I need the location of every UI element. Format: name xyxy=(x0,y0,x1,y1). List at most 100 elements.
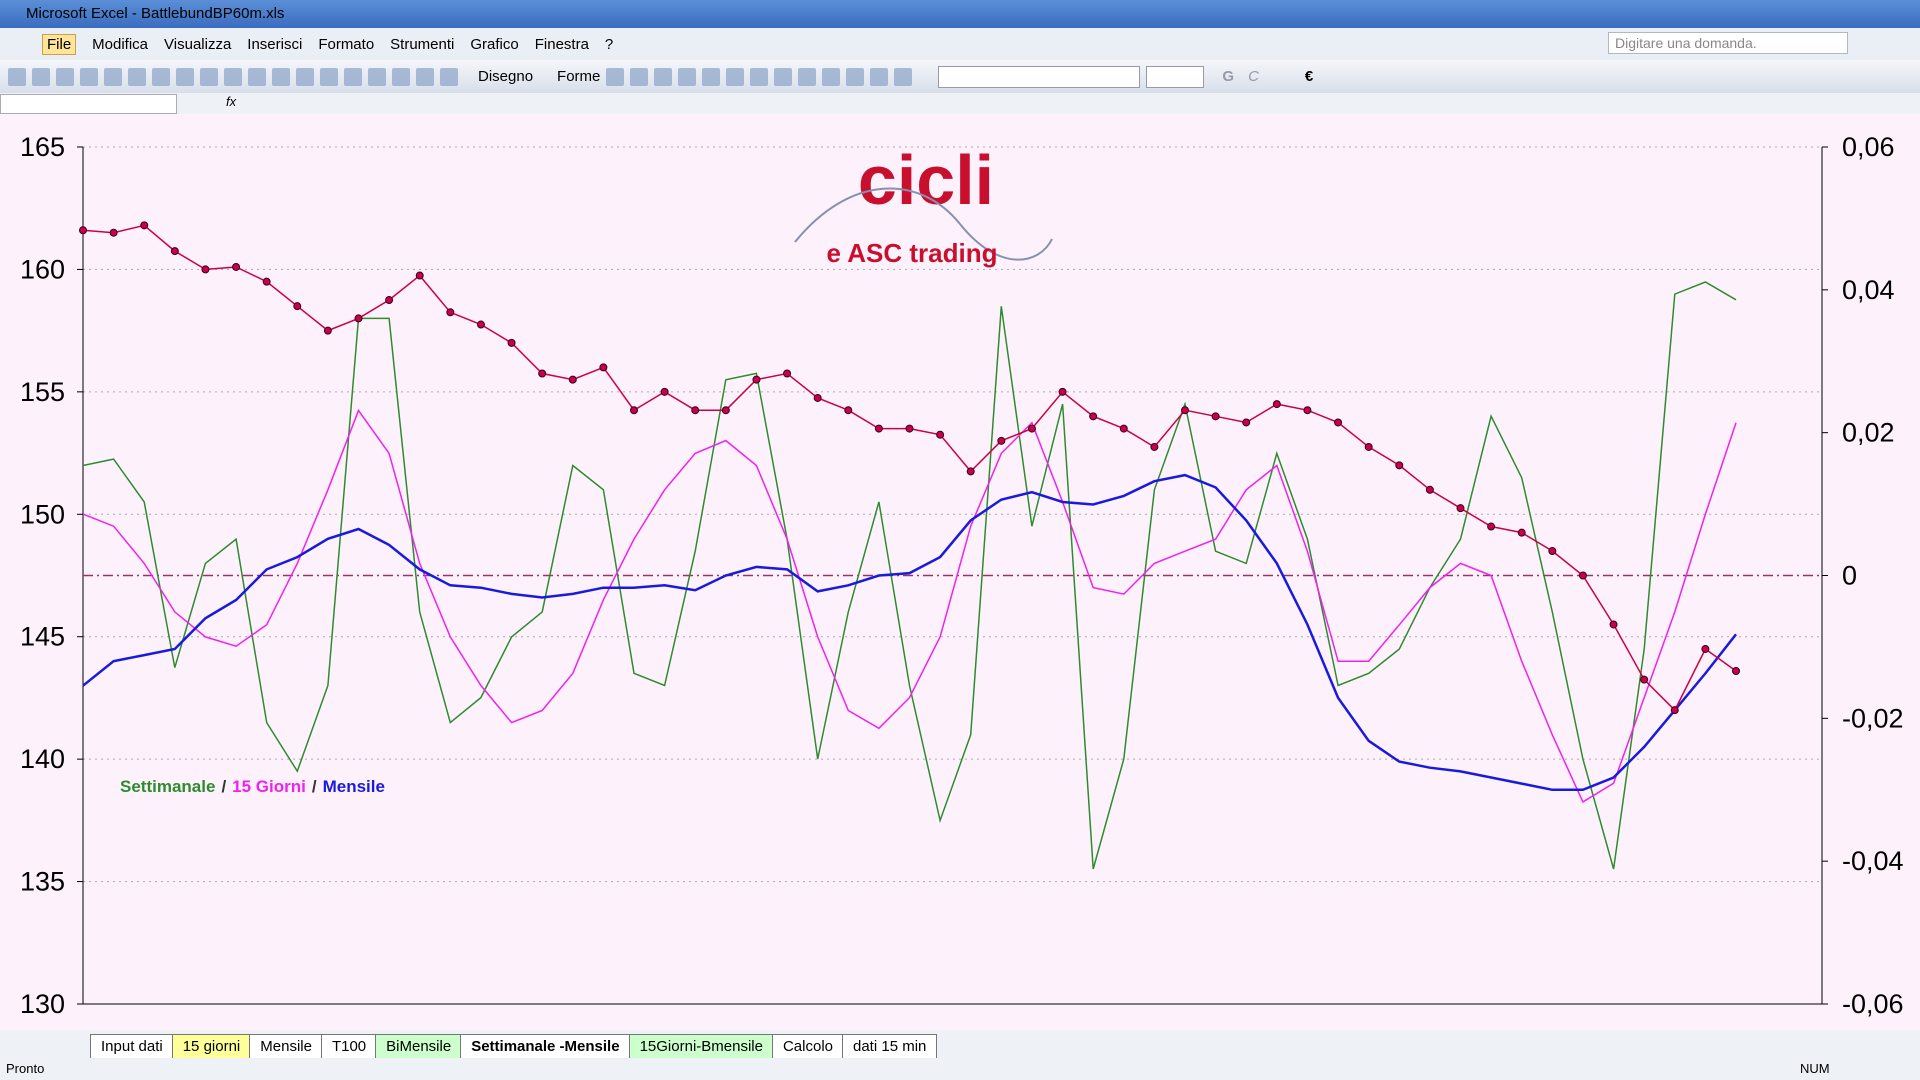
sheet-tab[interactable]: T100 xyxy=(320,1034,378,1058)
icon[interactable] xyxy=(774,67,793,86)
logo-subtitle: e ASC trading xyxy=(827,238,998,268)
help-box[interactable]: Digitare una domanda. xyxy=(1608,32,1848,54)
icon[interactable] xyxy=(846,67,865,86)
sheet-tab[interactable]: Mensile xyxy=(249,1034,323,1058)
fx-button[interactable]: fx xyxy=(226,94,237,109)
menu-item[interactable]: File xyxy=(42,33,77,55)
font-box[interactable] xyxy=(938,65,1141,88)
logo-wave xyxy=(794,187,1053,261)
y2-tick-label: -0,06 xyxy=(1842,989,1904,1019)
icon[interactable] xyxy=(176,67,194,86)
y2-tick-label: -0,02 xyxy=(1842,703,1904,733)
currency-button[interactable]: € xyxy=(1304,68,1314,85)
sheet-tab[interactable]: 15Giorni-Bmensile xyxy=(628,1034,774,1058)
price-marker xyxy=(1334,418,1343,427)
bold-button[interactable]: G xyxy=(1222,68,1235,85)
y-tick-label: 165 xyxy=(20,132,65,162)
legend-entry: Mensile xyxy=(323,777,385,796)
icon[interactable] xyxy=(56,67,74,86)
icon[interactable] xyxy=(440,67,458,86)
price-marker xyxy=(599,363,608,372)
y2-tick-label: 0,06 xyxy=(1842,132,1895,162)
icon[interactable] xyxy=(678,67,697,86)
icon[interactable] xyxy=(344,67,362,86)
price-marker xyxy=(752,375,761,384)
price-marker xyxy=(1303,406,1312,415)
icon[interactable] xyxy=(416,67,434,86)
sheet-tab[interactable]: 15 giorni xyxy=(171,1034,252,1058)
icon[interactable] xyxy=(104,67,122,86)
price-marker xyxy=(1119,424,1128,433)
price-marker xyxy=(385,296,394,305)
price-marker xyxy=(1395,461,1404,470)
shapes-menu[interactable]: Forme xyxy=(557,68,601,85)
sheet-tab[interactable]: BiMensile xyxy=(375,1034,463,1058)
menu-item[interactable]: Finestra xyxy=(534,35,589,53)
price-marker xyxy=(874,424,883,433)
icon[interactable] xyxy=(606,67,625,86)
sheet-tab[interactable]: Input dati xyxy=(90,1034,174,1058)
icon[interactable] xyxy=(798,67,817,86)
price-marker xyxy=(1242,418,1251,427)
icon[interactable] xyxy=(894,67,913,86)
icon[interactable] xyxy=(368,67,386,86)
icon[interactable] xyxy=(200,67,218,86)
icon[interactable] xyxy=(296,67,314,86)
price-marker xyxy=(1487,522,1496,531)
menu-item[interactable]: Formato xyxy=(318,35,375,53)
chart-area: cicli e ASC trading 130 135 140 145 150 155 16… xyxy=(0,114,1920,1034)
icon[interactable] xyxy=(80,67,98,86)
price-marker xyxy=(1517,528,1526,537)
menu-item[interactable]: Grafico xyxy=(470,35,519,53)
price-marker xyxy=(1211,412,1220,421)
series-line xyxy=(82,473,1737,792)
icon[interactable] xyxy=(248,67,266,86)
price-marker xyxy=(1089,412,1098,421)
icon[interactable] xyxy=(128,67,146,86)
y2-tick-label: 0,04 xyxy=(1842,275,1895,305)
legend-entry: 15 Giorni xyxy=(232,777,306,796)
icon[interactable] xyxy=(320,67,338,86)
icon[interactable] xyxy=(32,67,50,86)
icon[interactable] xyxy=(822,67,841,86)
icon[interactable] xyxy=(392,67,410,86)
price-marker xyxy=(721,406,730,415)
name-box[interactable] xyxy=(0,94,177,114)
price-marker xyxy=(1272,400,1281,409)
size-box[interactable] xyxy=(1146,65,1205,88)
price-marker xyxy=(262,277,271,286)
icon[interactable] xyxy=(870,67,889,86)
icon[interactable] xyxy=(272,67,290,86)
icon[interactable] xyxy=(726,67,745,86)
italic-button[interactable]: C xyxy=(1248,68,1259,85)
menu-item[interactable]: Modifica xyxy=(92,35,149,53)
icon[interactable] xyxy=(152,67,170,86)
menu-item[interactable]: Strumenti xyxy=(390,35,455,53)
legend-entry: Settimanale xyxy=(120,777,215,796)
price-marker xyxy=(936,430,945,439)
price-marker xyxy=(997,436,1006,445)
status-left: Pronto xyxy=(6,1061,45,1076)
chart-background xyxy=(0,114,1920,1030)
y-tick-label: 135 xyxy=(20,867,65,897)
sheet-tab[interactable]: Calcolo xyxy=(771,1034,844,1058)
price-marker xyxy=(1578,571,1587,580)
price-marker xyxy=(476,320,485,329)
y-tick-label: 150 xyxy=(20,499,65,529)
menu-item[interactable]: Visualizza xyxy=(164,35,232,53)
icon[interactable] xyxy=(702,67,721,86)
icon[interactable] xyxy=(654,67,673,86)
menu-item[interactable]: Inserisci xyxy=(247,35,303,53)
menu-item[interactable]: ? xyxy=(604,35,614,53)
icon[interactable] xyxy=(630,67,649,86)
icon[interactable] xyxy=(224,67,242,86)
icon[interactable] xyxy=(8,67,26,86)
sheet-tab[interactable]: dati 15 min xyxy=(842,1034,938,1058)
sheet-tab[interactable]: Settimanale -Mensile xyxy=(460,1034,631,1058)
price-marker xyxy=(170,247,179,256)
draw-menu[interactable]: Disegno xyxy=(478,68,534,85)
price-marker xyxy=(507,338,516,347)
price-marker xyxy=(568,375,577,384)
icon[interactable] xyxy=(750,67,769,86)
menu-bar: File Modifica Visualizza Inserisci Formato St… xyxy=(0,28,1920,60)
